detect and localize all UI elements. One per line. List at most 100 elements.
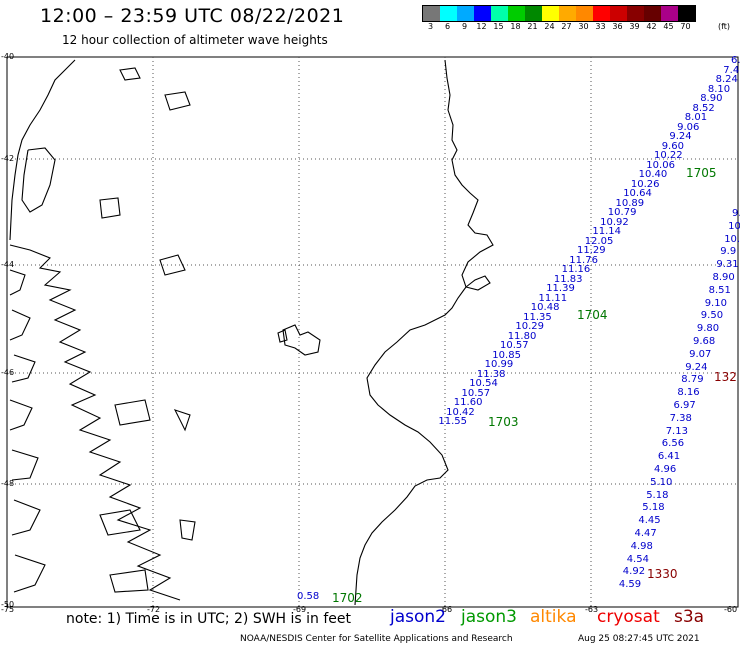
scale-label: 30 xyxy=(578,22,589,31)
latitude-label: -42 xyxy=(1,154,15,163)
scale-swatch xyxy=(593,6,610,21)
scale-label: 15 xyxy=(493,22,504,31)
swh-value: 9.31 xyxy=(716,259,739,271)
swh-value: 9.50 xyxy=(700,310,724,322)
legend-jason2: jason2 xyxy=(390,607,446,627)
swh-value: 12.05 xyxy=(584,235,614,247)
coastline xyxy=(9,59,494,606)
swh-value: 11.80 xyxy=(507,330,537,342)
swh-value: 10.57 xyxy=(500,340,529,351)
swh-value: 10.42 xyxy=(446,406,475,418)
scale-label: 39 xyxy=(629,22,640,31)
swh-value: 10.57 xyxy=(461,387,491,399)
legend-cryosat: cryosat xyxy=(597,607,660,627)
legend-altika: altika xyxy=(530,607,577,627)
swh-value: 10.06 xyxy=(646,159,675,171)
legend-jason3: jason3 xyxy=(461,607,517,627)
scale-label: 18 xyxy=(510,22,521,31)
pass-time-label: 1705 xyxy=(686,166,717,180)
swh-value: 6.97 xyxy=(673,400,696,411)
swh-value: 9. xyxy=(732,208,740,219)
swh-value: 8.24 xyxy=(715,74,738,85)
longitude-label: -75 xyxy=(1,605,15,614)
scale-label: 36 xyxy=(612,22,623,31)
swh-value: 10 xyxy=(728,220,740,232)
swh-value: 8.51 xyxy=(708,284,731,296)
map-title: 12:00 – 23:59 UTC 08/22/2021 xyxy=(40,5,345,27)
swh-value: 9.06 xyxy=(677,121,700,133)
scale-label: 45 xyxy=(663,22,674,31)
scale-swatch xyxy=(508,6,525,21)
scale-label: 24 xyxy=(544,22,555,31)
scale-label: 33 xyxy=(595,22,606,31)
scale-swatch xyxy=(627,6,644,21)
swh-value: 10.99 xyxy=(484,359,514,370)
coastline-inland-lakes xyxy=(99,67,196,593)
coastline-island-chiloe xyxy=(21,147,56,213)
swh-value: 11.35 xyxy=(523,311,552,323)
latitude-label: -46 xyxy=(1,368,15,377)
pass-time-label: 1703 xyxy=(488,415,519,429)
swh-value: 10.89 xyxy=(615,197,645,209)
scale-swatch xyxy=(678,6,695,21)
latitude-label: -48 xyxy=(1,479,15,488)
swh-value: 6.56 xyxy=(661,438,685,450)
scale-swatch xyxy=(525,6,542,21)
swh-value: 8.10 xyxy=(707,83,731,95)
generated-timestamp: Aug 25 08:27:45 UTC 2021 xyxy=(578,634,700,644)
swh-value: 8.16 xyxy=(677,387,700,399)
swh-value: 9.80 xyxy=(696,323,720,335)
swh-value: 7.13 xyxy=(665,425,688,437)
swh-value: 10.64 xyxy=(623,188,652,199)
wave-height-color-scale xyxy=(422,5,696,22)
swh-value: 4.96 xyxy=(654,464,677,475)
swh-value: 9.10 xyxy=(704,297,727,309)
swh-value: 4.98 xyxy=(630,540,653,552)
swh-value: 10. xyxy=(724,233,740,245)
longitude-label: -66 xyxy=(439,605,453,614)
swh-value: 6. xyxy=(731,55,740,66)
swh-value: 11.55 xyxy=(438,416,468,427)
graticule xyxy=(7,57,738,607)
swh-value: 11.29 xyxy=(577,245,606,256)
swh-value: 9.24 xyxy=(669,131,692,142)
swh-value: 4.59 xyxy=(618,579,642,591)
scale-swatch xyxy=(474,6,491,21)
swh-value: 6.41 xyxy=(657,451,681,463)
scale-swatch xyxy=(610,6,627,21)
map-subtitle: 12 hour collection of altimeter wave hei… xyxy=(62,33,328,47)
latitude-label: -50 xyxy=(1,600,15,609)
swh-value: 4.92 xyxy=(622,566,646,578)
swh-value: 7.38 xyxy=(669,412,692,424)
swh-value: 10.40 xyxy=(638,169,668,180)
swh-value: 11.16 xyxy=(561,264,591,275)
swh-value: 8.01 xyxy=(684,112,708,123)
scale-swatch xyxy=(423,6,440,21)
scale-swatch xyxy=(559,6,576,21)
scale-label: 70 xyxy=(680,22,691,31)
scale-swatch xyxy=(661,6,678,21)
swh-value: 4.54 xyxy=(626,553,649,565)
scale-label: 9 xyxy=(461,22,468,31)
swh-value: 9.07 xyxy=(689,348,712,360)
pass-time-label: 1330 xyxy=(647,567,678,581)
longitude-label: -69 xyxy=(293,605,307,614)
scale-label: 12 xyxy=(476,22,487,31)
island-falkland-like xyxy=(282,324,321,356)
pass-time-label: 132 xyxy=(714,370,737,384)
scale-label: 6 xyxy=(444,22,451,31)
scale-swatch xyxy=(542,6,559,21)
coastline-bay xyxy=(465,275,491,291)
swh-value: 7.4 xyxy=(723,64,740,76)
scale-swatch xyxy=(576,6,593,21)
scale-swatch xyxy=(440,6,457,21)
swh-value: 10.92 xyxy=(600,216,629,228)
swh-value: 11.83 xyxy=(553,273,583,285)
swh-value: 11.60 xyxy=(453,397,483,408)
swh-value: 10.29 xyxy=(515,321,545,332)
swh-value: 8.90 xyxy=(712,272,735,283)
pass-time-label: 1702 xyxy=(332,591,363,605)
swh-value: 11.11 xyxy=(538,292,568,304)
swh-value: 10.48 xyxy=(530,302,560,313)
